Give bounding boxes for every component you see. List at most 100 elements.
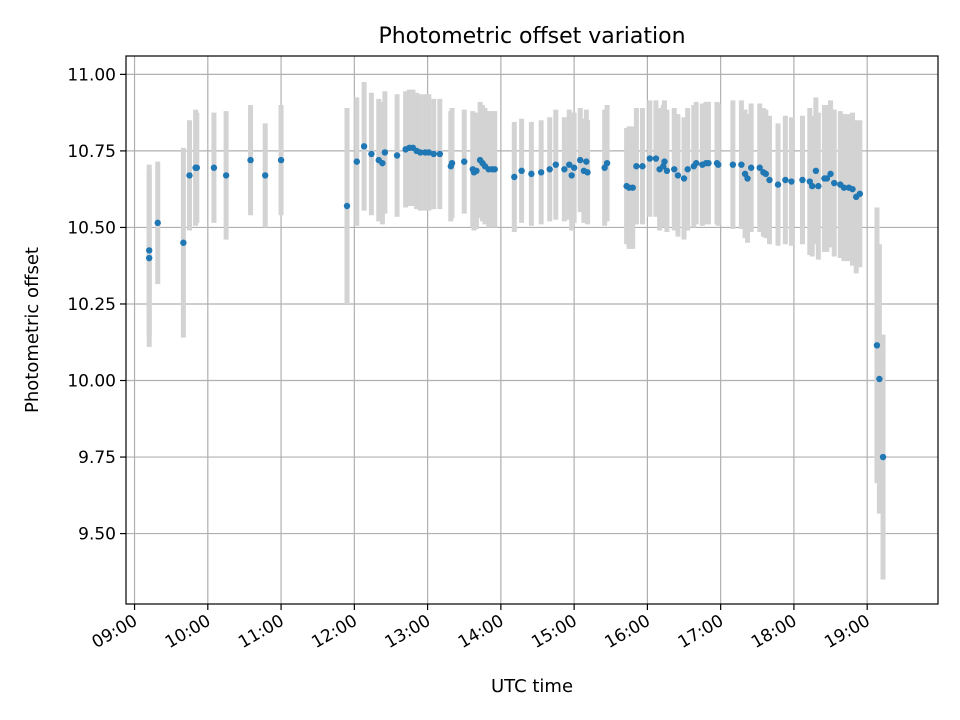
data-point [584, 169, 591, 176]
data-point [744, 175, 751, 182]
data-point [646, 155, 654, 162]
data-point [430, 150, 437, 158]
plot-area-frame [125, 55, 939, 605]
y-tick-label: 10.50 [67, 218, 116, 238]
data-point [788, 178, 795, 185]
y-axis-ticks: 9.50 9.75 10.00 10.25 10.50 10.75 11.00 [67, 65, 126, 545]
data-point [528, 170, 535, 178]
data-point [146, 254, 153, 262]
data-point [756, 164, 763, 171]
data-point [856, 190, 864, 197]
data-point [831, 179, 838, 187]
data-point [762, 170, 770, 178]
data-points [146, 143, 887, 461]
data-point [552, 161, 560, 168]
data-point [222, 172, 230, 179]
data-point [379, 159, 386, 167]
y-tick-label: 10.75 [67, 142, 116, 162]
x-tick-label: 12:00 [308, 611, 360, 653]
data-point [715, 161, 722, 168]
x-tick-label: 11:00 [235, 611, 287, 653]
chart-title: Photometric offset variation [378, 24, 685, 49]
data-point [568, 172, 575, 179]
y-tick-label: 9.75 [78, 448, 116, 468]
data-point [639, 163, 646, 170]
data-point [146, 247, 153, 254]
data-point [561, 166, 568, 173]
y-axis-label: Photometric offset [22, 247, 43, 413]
x-tick-label: 14:00 [455, 611, 507, 653]
x-tick-label: 10:00 [162, 611, 214, 653]
data-point [747, 164, 755, 171]
data-point [629, 184, 636, 191]
data-point [360, 143, 368, 150]
data-point [353, 158, 360, 165]
data-point [577, 156, 584, 164]
data-point [782, 176, 789, 184]
data-point [729, 161, 737, 168]
data-point [368, 150, 375, 158]
data-point [343, 202, 351, 210]
x-tick-label: 09:00 [89, 611, 141, 653]
data-point [186, 172, 193, 179]
data-point [809, 182, 816, 190]
data-point [652, 155, 660, 162]
data-point [661, 158, 668, 165]
data-point [799, 176, 806, 184]
data-point [381, 149, 389, 156]
y-tick-label: 10.25 [67, 295, 116, 315]
data-point [774, 181, 782, 188]
data-point [417, 149, 424, 156]
data-point [738, 161, 745, 168]
y-tick-label: 9.50 [78, 525, 116, 545]
data-point [491, 166, 498, 173]
y-tick-label: 10.00 [67, 372, 116, 392]
data-point [603, 159, 611, 167]
data-point [674, 172, 682, 179]
data-point [425, 149, 433, 156]
data-point [210, 164, 218, 171]
x-axis-ticks: 09:00 10:00 11:00 12:00 13:00 14:00 15:00 16:00… [89, 604, 874, 653]
data-point [876, 375, 883, 383]
x-tick-label: 16:00 [601, 611, 653, 653]
x-tick-label: 17:00 [675, 611, 727, 653]
data-point [511, 173, 518, 181]
data-point [823, 175, 831, 182]
data-point [180, 239, 187, 246]
data-point [680, 175, 688, 182]
data-point [663, 167, 671, 175]
data-point [393, 152, 401, 159]
data-point [840, 184, 848, 191]
x-tick-label: 18:00 [748, 611, 800, 653]
data-point [671, 166, 678, 173]
x-tick-label: 15:00 [528, 611, 580, 653]
y-tick-label: 11.00 [67, 65, 116, 85]
data-point [812, 167, 820, 175]
data-point [684, 166, 691, 173]
data-point [262, 172, 269, 179]
data-point [546, 166, 553, 173]
data-point [448, 159, 456, 167]
data-point [154, 219, 161, 227]
data-point [277, 156, 285, 164]
data-point [436, 150, 444, 158]
data-point [873, 342, 881, 349]
data-point [766, 176, 773, 184]
data-point [633, 163, 640, 170]
data-point [879, 453, 887, 461]
data-point [566, 161, 573, 168]
data-point [583, 158, 590, 165]
data-point [827, 170, 834, 178]
data-point [693, 159, 700, 167]
data-point [815, 182, 822, 190]
data-point [193, 164, 201, 171]
x-tick-label: 13:00 [382, 611, 434, 653]
error-bars [146, 82, 886, 580]
data-point [537, 169, 545, 176]
data-point [570, 164, 578, 171]
data-point [461, 158, 468, 165]
data-point [705, 159, 712, 167]
data-point [518, 167, 525, 175]
data-point [473, 167, 480, 175]
